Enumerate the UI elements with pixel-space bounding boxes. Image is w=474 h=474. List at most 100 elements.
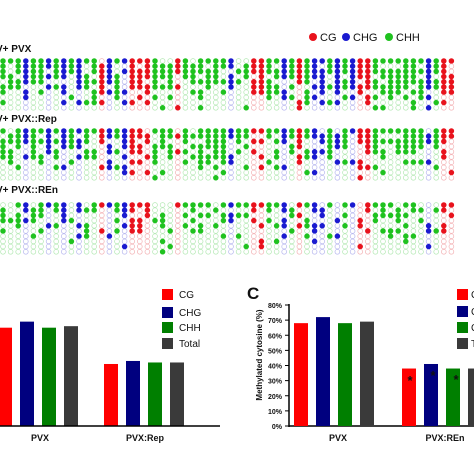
methylation-dot <box>7 149 14 155</box>
methylation-dot <box>258 233 265 239</box>
methylation-dot <box>418 169 424 176</box>
methylation-dot <box>448 89 455 95</box>
methylation-dot <box>403 128 409 134</box>
methylation-dot <box>311 223 318 229</box>
methylation-dot <box>15 223 21 229</box>
methylation-dot <box>76 223 82 229</box>
methylation-dot <box>144 143 151 150</box>
methylation-dot <box>281 238 287 245</box>
methylation-dot <box>243 84 249 90</box>
methylation-dot <box>38 99 44 106</box>
methylation-dot <box>418 84 424 90</box>
methylation-dot <box>213 169 219 176</box>
legend-c-swatch-total <box>457 338 468 349</box>
methylation-dot <box>76 99 82 106</box>
methylation-grid-pvx-rep <box>0 128 455 181</box>
methylation-dot <box>159 164 166 171</box>
methylation-dot <box>83 138 90 145</box>
methylation-dot <box>342 84 348 90</box>
methylation-dot <box>91 68 97 75</box>
methylation-dot <box>281 58 287 64</box>
methylation-dot <box>228 133 234 139</box>
methylation-dot <box>251 99 257 106</box>
methylation-dot <box>425 68 432 75</box>
methylation-dot <box>197 217 204 224</box>
methylation-dot <box>418 133 424 139</box>
methylation-dot <box>144 169 151 176</box>
methylation-dot <box>273 233 280 239</box>
methylation-dot <box>205 94 211 101</box>
methylation-dot <box>99 133 105 139</box>
methylation-dot <box>114 159 120 165</box>
methylation-dot <box>152 105 158 111</box>
methylation-dot <box>448 249 455 255</box>
methylation-dot <box>38 202 44 208</box>
methylation-dot <box>281 159 287 165</box>
methylation-dot <box>0 202 6 208</box>
methylation-dot <box>304 133 310 139</box>
methylation-dot <box>15 228 21 234</box>
methylation-dot <box>30 73 37 80</box>
methylation-dot <box>114 73 120 80</box>
methylation-dot <box>387 154 394 160</box>
methylation-dot <box>30 175 37 181</box>
methylation-dot <box>30 79 37 85</box>
methylation-dot <box>441 149 447 155</box>
methylation-dot <box>410 105 417 111</box>
methylation-dot <box>182 175 189 181</box>
methylation-dot <box>418 105 424 111</box>
methylation-dot <box>258 94 265 101</box>
methylation-dot <box>197 249 204 255</box>
methylation-dot <box>144 73 151 80</box>
methylation-dot <box>304 63 310 69</box>
methylation-dot <box>220 212 227 219</box>
methylation-dot <box>152 207 158 213</box>
methylation-dot <box>38 154 44 160</box>
methylation-dot <box>418 138 424 145</box>
methylation-dot <box>45 68 52 75</box>
methylation-dot <box>205 84 211 90</box>
methylation-dot <box>410 58 417 64</box>
methylation-dot <box>114 238 120 245</box>
methylation-dot <box>327 233 333 239</box>
methylation-dot <box>448 228 455 234</box>
methylation-dot <box>372 105 379 111</box>
methylation-dot <box>334 175 341 181</box>
methylation-dot <box>433 159 439 165</box>
methylation-dot <box>334 228 341 234</box>
methylation-dot <box>327 149 333 155</box>
methylation-dot <box>23 217 29 224</box>
methylation-dot <box>167 94 173 101</box>
methylation-dot <box>433 233 439 239</box>
methylation-dot <box>7 94 14 101</box>
methylation-dot <box>190 238 196 245</box>
methylation-dot <box>114 217 120 224</box>
methylation-dot <box>152 94 158 101</box>
methylation-dot <box>410 94 417 101</box>
significance-marker: * <box>430 368 436 383</box>
methylation-dot <box>357 149 363 155</box>
methylation-dot <box>152 99 158 106</box>
methylation-dot <box>114 243 120 250</box>
methylation-dot <box>23 128 29 134</box>
methylation-dot <box>190 94 196 101</box>
methylation-dot <box>121 73 128 80</box>
methylation-dot <box>433 94 439 101</box>
methylation-dot <box>144 223 151 229</box>
methylation-dot <box>114 249 120 255</box>
methylation-dot <box>30 164 37 171</box>
methylation-dot <box>190 149 196 155</box>
methylation-dot <box>137 99 143 106</box>
methylation-dot <box>167 212 173 219</box>
methylation-dot <box>410 212 417 219</box>
methylation-dot <box>0 207 6 213</box>
methylation-dot <box>152 133 158 139</box>
methylation-dot <box>144 243 151 250</box>
methylation-dot <box>7 128 14 134</box>
methylation-dot <box>403 175 409 181</box>
methylation-dot <box>403 233 409 239</box>
methylation-dot <box>175 63 181 69</box>
methylation-dot <box>129 238 135 245</box>
methylation-dot <box>129 169 135 176</box>
methylation-dot <box>296 175 303 181</box>
